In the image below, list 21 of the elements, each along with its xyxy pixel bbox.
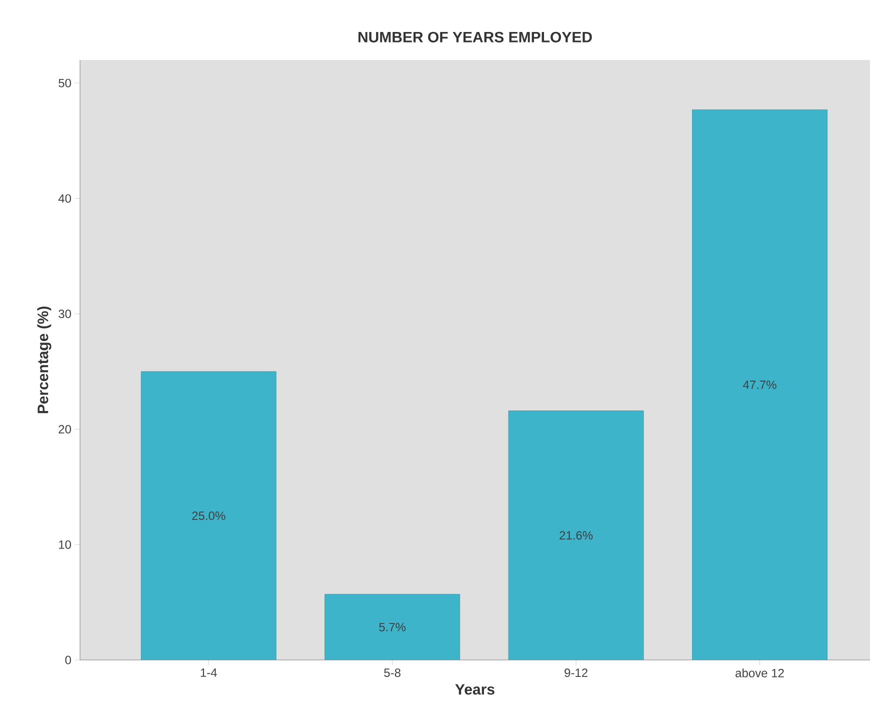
data-label: 25.0% — [192, 512, 226, 520]
data-label: 47.7% — [743, 380, 776, 389]
x-tick-label: 9-12 — [564, 668, 588, 678]
chart-title: NUMBER OF YEARS EMPLOYED — [358, 32, 592, 42]
x-tick-label: 5-8 — [384, 668, 400, 678]
y-tick-label: 50 — [58, 78, 72, 88]
y-tick-label: 40 — [58, 194, 72, 203]
bar — [692, 109, 828, 660]
y-tick-label: 10 — [59, 540, 72, 549]
y-axis-title: Percentage (%) — [37, 306, 52, 414]
x-axis-title: Years — [455, 684, 494, 695]
y-tick-label: 0 — [65, 656, 72, 664]
data-label: 5.7% — [379, 622, 406, 632]
data-label: 21.6% — [560, 531, 593, 540]
x-tick-label: above 12 — [736, 668, 784, 678]
bar — [324, 594, 460, 660]
bar — [140, 371, 276, 660]
y-tick-label: 30 — [58, 310, 72, 318]
y-tick-label: 20 — [58, 424, 72, 434]
x-tick-label: 1-4 — [200, 668, 217, 677]
bar — [508, 410, 644, 660]
